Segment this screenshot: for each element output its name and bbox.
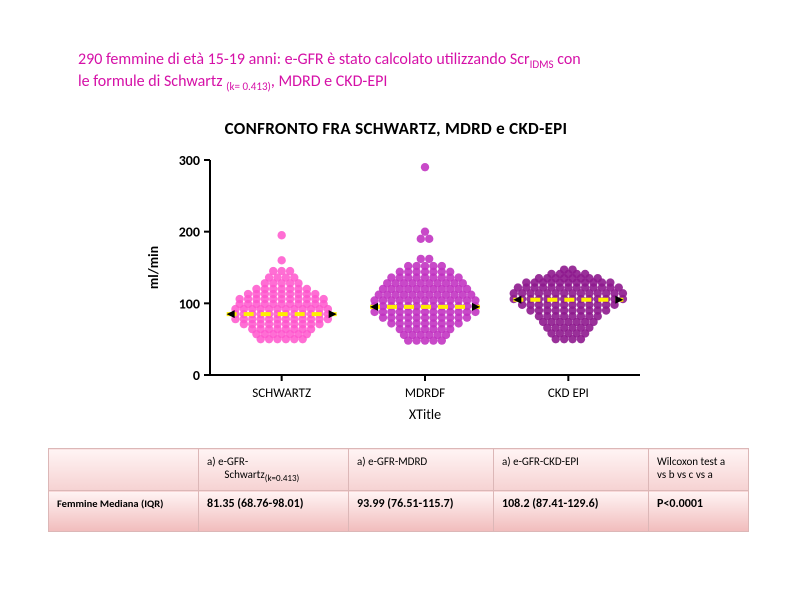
table-cell-schwartz: 81.35 (68.76-98.01) xyxy=(199,491,349,532)
intro-line1-pre: 290 femmine di età 15-19 anni: e-GFR è s… xyxy=(78,50,530,69)
chart: 0 100 200 300 ml/min SCHWARTZ MDRDF CKD EPI XTit… xyxy=(140,150,660,430)
table-cell-ckdepi: 108.2 (87.41-129.6) xyxy=(494,491,649,532)
table-head-mdrd: a) e-GFR-MDRD xyxy=(349,449,494,491)
table-head-schwartz: a) e-GFR- Schwartz(k=0.413) xyxy=(199,449,349,491)
svg-text:MDRDF: MDRDF xyxy=(405,386,445,401)
intro-line1-sub: IDMS xyxy=(530,58,554,71)
table-row-label: Femmine Mediana (IQR) xyxy=(49,491,199,532)
svg-text:ml/min: ml/min xyxy=(145,246,162,289)
table-cell-mdrd: 93.99 (76.51-115.7) xyxy=(349,491,494,532)
chart-title: CONFRONTO FRA SCHWARTZ, MDRD e CKD-EPI xyxy=(0,118,792,139)
svg-text:100: 100 xyxy=(179,295,200,312)
intro-line2-sub: (k= 0.413) xyxy=(226,80,271,93)
intro-line2-pre: le formule di Schwartz xyxy=(78,72,226,91)
table-cell-p: P<0.0001 xyxy=(649,491,749,532)
intro-line2-post: , MDRD e CKD-EPI xyxy=(271,72,388,91)
chart-svg: 0 100 200 300 ml/min SCHWARTZ MDRDF CKD EPI XTit… xyxy=(140,150,660,430)
svg-text:300: 300 xyxy=(179,152,200,169)
svg-text:CKD EPI: CKD EPI xyxy=(548,386,589,401)
svg-text:0: 0 xyxy=(193,367,200,384)
intro-text: 290 femmine di età 15-19 anni: e-GFR è s… xyxy=(78,50,718,94)
table-head-empty xyxy=(49,449,199,491)
table-head-wilcoxon: Wilcoxon test avs b vs c vs a xyxy=(649,449,749,491)
svg-text:200: 200 xyxy=(179,224,200,241)
svg-text:SCHWARTZ: SCHWARTZ xyxy=(252,386,311,401)
svg-text:XTitle: XTitle xyxy=(409,406,441,423)
table-head-ckdepi: a) e-GFR-CKD-EPI xyxy=(494,449,649,491)
results-table: a) e-GFR- Schwartz(k=0.413) a) e-GFR-MDR… xyxy=(48,448,748,532)
intro-line1-post: con xyxy=(554,50,581,69)
